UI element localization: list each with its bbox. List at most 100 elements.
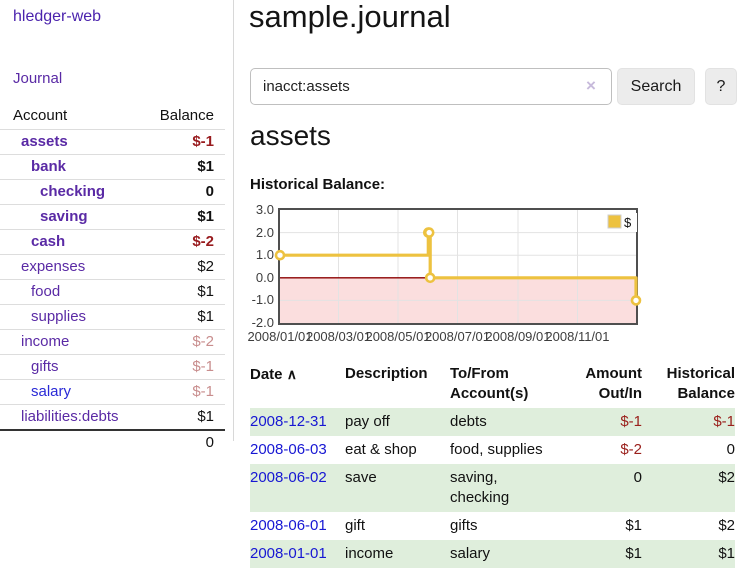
account-row: cash $-2 <box>0 230 225 255</box>
account-row: expenses $2 <box>0 255 225 280</box>
transaction-date-link[interactable]: 2008-12-31 <box>250 413 327 430</box>
account-link-income[interactable]: income <box>21 333 69 350</box>
account-balance: $1 <box>145 405 225 431</box>
account-balance: 0 <box>145 180 225 205</box>
transaction-row: 2008-06-01 giftgifts$1$2 <box>250 512 735 540</box>
historical-balance-chart: $3.02.01.00.0-1.0-2.02008/01/012008/03/0… <box>250 199 738 349</box>
svg-text:$: $ <box>624 215 632 230</box>
register-header-accounts: To/From Account(s) <box>450 360 557 408</box>
transaction-balance: 0 <box>642 436 735 464</box>
account-row: supplies $1 <box>0 305 225 330</box>
transaction-description: income <box>345 540 450 568</box>
transaction-accounts: salary <box>450 540 557 568</box>
y-axis-tick-label: 2.0 <box>250 225 274 241</box>
account-heading: assets <box>250 118 331 154</box>
transaction-accounts: food, supplies <box>450 436 557 464</box>
sidebar-item-journal[interactable]: Journal <box>13 70 62 87</box>
account-link-salary[interactable]: salary <box>31 383 71 400</box>
transaction-row: 2008-01-01incomesalary$1$1 <box>250 540 735 568</box>
chart-title: Historical Balance: <box>250 176 385 193</box>
transaction-accounts: saving, checking <box>450 464 557 512</box>
account-balance: $1 <box>145 280 225 305</box>
y-axis-tick-label: 3.0 <box>250 202 274 218</box>
register-header-row: Date ∧ Description To/From Account(s) Am… <box>250 360 735 408</box>
account-row: assets $-1 <box>0 130 225 155</box>
transaction-amount: $1 <box>557 540 642 568</box>
account-row: liabilities:debts $1 <box>0 405 225 431</box>
register-header-balance: Historical Balance <box>642 360 735 408</box>
account-link-gifts[interactable]: gifts <box>31 358 59 375</box>
account-row: salary $-1 <box>0 380 225 405</box>
account-link-expenses[interactable]: expenses <box>21 258 85 275</box>
transaction-row: 2008-06-03 eat & shopfood, supplies$-20 <box>250 436 735 464</box>
register-header-date[interactable]: Date ∧ <box>250 360 345 408</box>
transaction-row: 2008-12-31pay offdebts$-1$-1 <box>250 408 735 436</box>
transaction-description: gift <box>345 512 450 540</box>
transaction-date-link[interactable]: 2008-06-02 <box>250 469 327 486</box>
account-link-food[interactable]: food <box>31 283 60 300</box>
register-table: Date ∧ Description To/From Account(s) Am… <box>250 360 735 568</box>
account-link-supplies[interactable]: supplies <box>31 308 86 325</box>
y-axis-tick-label: -1.0 <box>250 292 274 308</box>
account-link-checking[interactable]: checking <box>40 183 105 200</box>
x-axis-tick-label: 2008/11/01 <box>537 329 617 344</box>
account-row: bank $1 <box>0 155 225 180</box>
account-balance: $-1 <box>145 355 225 380</box>
account-row: food $1 <box>0 280 225 305</box>
account-link-assets[interactable]: assets <box>21 133 68 150</box>
account-row: income $-2 <box>0 330 225 355</box>
account-balance: $1 <box>145 305 225 330</box>
accounts-total-balance: 0 <box>145 430 225 455</box>
transaction-row: 2008-06-02 savesaving, checking0$2 <box>250 464 735 512</box>
account-link-cash[interactable]: cash <box>31 233 65 250</box>
account-balance: $-1 <box>145 380 225 405</box>
accounts-total-row: 0 <box>0 430 225 455</box>
transaction-date-link[interactable]: 2008-06-01 <box>250 517 327 534</box>
search-button[interactable]: Search <box>617 68 695 105</box>
sort-ascending-icon: ∧ <box>287 366 297 382</box>
hledger-web-app: hledger-web Journal Account Balance asse… <box>0 0 742 582</box>
transaction-amount: $1 <box>557 512 642 540</box>
transaction-description: save <box>345 464 450 512</box>
transaction-amount: 0 <box>557 464 642 512</box>
account-balance: $-2 <box>145 330 225 355</box>
account-link-saving[interactable]: saving <box>40 208 88 225</box>
accounts-header-account: Account <box>0 104 145 130</box>
transaction-balance: $2 <box>642 512 735 540</box>
account-link-liabilities-debts[interactable]: liabilities:debts <box>21 408 119 425</box>
transaction-date-link[interactable]: 2008-01-01 <box>250 545 327 562</box>
transaction-balance: $2 <box>642 464 735 512</box>
account-row: gifts $-1 <box>0 355 225 380</box>
transaction-amount: $-1 <box>557 408 642 436</box>
transaction-amount: $-2 <box>557 436 642 464</box>
account-row: checking 0 <box>0 180 225 205</box>
account-balance: $-1 <box>145 130 225 155</box>
accounts-header-balance: Balance <box>145 104 225 130</box>
account-link-bank[interactable]: bank <box>31 158 66 175</box>
sidebar: hledger-web Journal Account Balance asse… <box>0 0 234 441</box>
account-balance: $2 <box>145 255 225 280</box>
transaction-balance: $-1 <box>642 408 735 436</box>
account-row: saving $1 <box>0 205 225 230</box>
clear-search-icon[interactable]: × <box>586 76 596 96</box>
y-axis-tick-label: 1.0 <box>250 247 274 263</box>
page-title: sample.journal <box>249 0 451 40</box>
transaction-accounts: gifts <box>450 512 557 540</box>
y-axis-tick-label: 0.0 <box>250 270 274 286</box>
register-header-amount: Amount Out/In <box>557 360 642 408</box>
account-balance: $-2 <box>145 230 225 255</box>
brand-link[interactable]: hledger-web <box>13 8 101 26</box>
accounts-table: Account Balance assets $-1 bank $1 checking 0… <box>0 104 225 455</box>
account-balance: $1 <box>145 155 225 180</box>
search-input[interactable] <box>250 68 612 105</box>
balance-chart-plot: $ <box>278 208 638 325</box>
transaction-description: eat & shop <box>345 436 450 464</box>
register-header-description: Description <box>345 360 450 408</box>
transaction-accounts: debts <box>450 408 557 436</box>
accounts-header-row: Account Balance <box>0 104 225 130</box>
transaction-balance: $1 <box>642 540 735 568</box>
account-balance: $1 <box>145 205 225 230</box>
help-button[interactable]: ? <box>705 68 737 105</box>
transaction-description: pay off <box>345 408 450 436</box>
transaction-date-link[interactable]: 2008-06-03 <box>250 441 327 458</box>
